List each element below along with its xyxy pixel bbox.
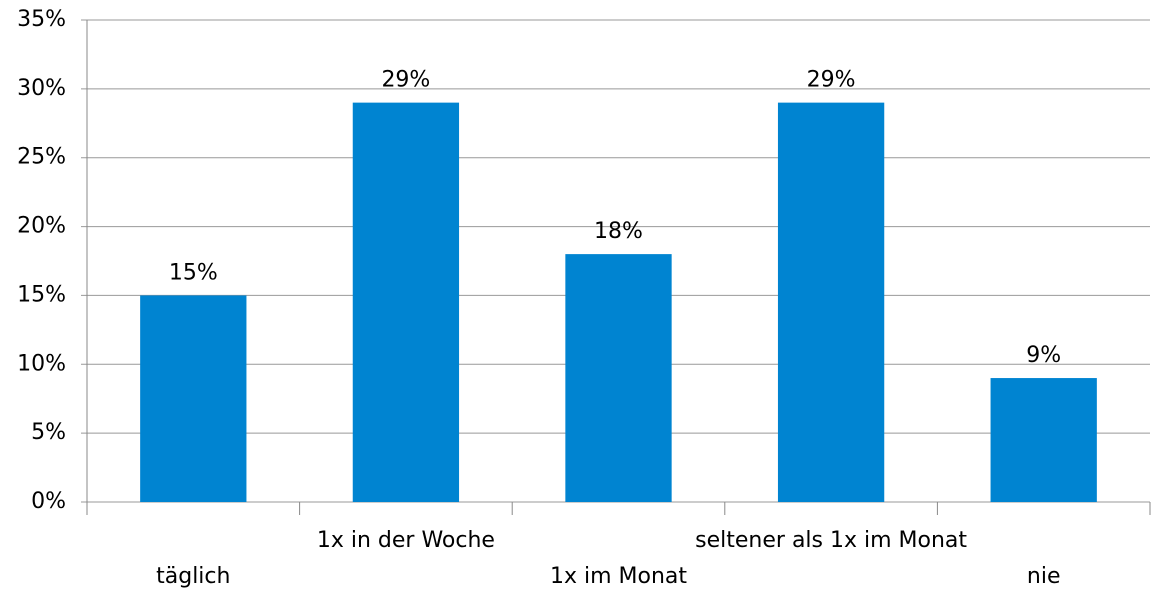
- y-tick-label: 10%: [17, 351, 66, 376]
- data-label: 9%: [1026, 343, 1061, 368]
- bar: [352, 102, 460, 502]
- data-label: 29%: [807, 68, 856, 93]
- x-tick-label: 1x im Monat: [550, 564, 687, 589]
- bar: [140, 295, 247, 502]
- y-tick-label: 25%: [17, 145, 66, 170]
- bar: [565, 254, 672, 502]
- x-tick-label: 1x in der Woche: [317, 528, 495, 553]
- x-tick-label: nie: [1027, 564, 1061, 589]
- bar: [777, 102, 885, 502]
- y-tick-label: 30%: [17, 76, 66, 101]
- y-tick-label: 35%: [17, 7, 66, 32]
- x-tick-label: täglich: [156, 564, 230, 589]
- y-tick-label: 20%: [17, 214, 66, 239]
- data-label: 18%: [594, 219, 643, 244]
- y-tick-label: 15%: [17, 282, 66, 307]
- data-label: 29%: [381, 68, 430, 93]
- y-tick-label: 0%: [31, 489, 66, 514]
- x-tick-label: seltener als 1x im Monat: [695, 528, 967, 553]
- bar: [990, 378, 1097, 502]
- data-label: 15%: [169, 260, 218, 285]
- y-tick-label: 5%: [31, 420, 66, 445]
